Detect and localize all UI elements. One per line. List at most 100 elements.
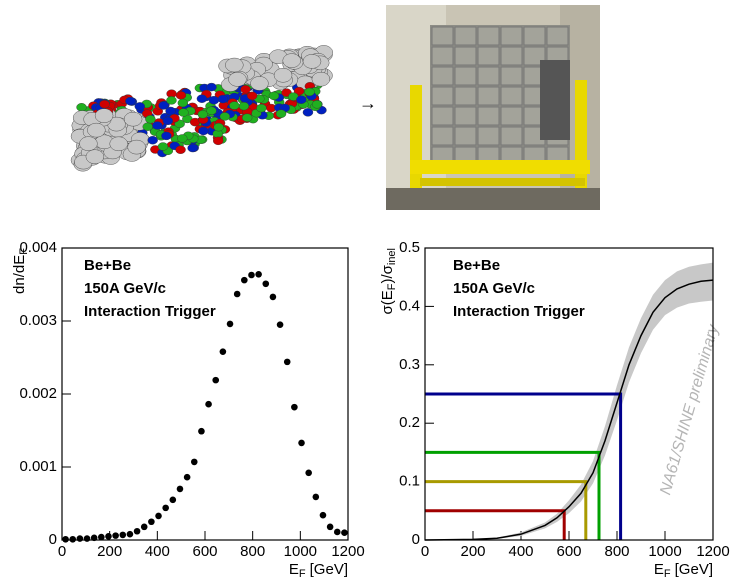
nucleon <box>250 76 269 91</box>
nucleon <box>198 126 209 136</box>
module <box>454 26 477 46</box>
nucleon <box>123 111 143 127</box>
data-point <box>305 469 312 477</box>
data-point <box>205 400 212 408</box>
y-axis-label: dn/dEF <box>11 248 30 294</box>
nucleon <box>213 122 224 132</box>
x-label-part: F <box>664 568 671 580</box>
x-tick-label: 1000 <box>648 543 681 560</box>
y-tick-label: 0.004 <box>19 239 57 256</box>
module <box>431 66 454 86</box>
nucleon <box>240 85 251 94</box>
module <box>500 26 523 46</box>
nucleon <box>162 116 174 126</box>
data-point <box>155 512 162 520</box>
nucleon <box>208 96 220 105</box>
nucleon <box>206 106 217 115</box>
data-point <box>291 403 298 411</box>
module <box>477 46 500 66</box>
data-point <box>62 535 69 543</box>
data-point <box>176 485 184 493</box>
plot-frame <box>61 247 349 541</box>
nucleon <box>161 131 172 141</box>
data-point <box>298 439 305 447</box>
data-point <box>241 276 248 284</box>
nucleon <box>238 101 250 111</box>
y-tick-label: 0.1 <box>399 473 420 490</box>
data-point <box>276 321 284 328</box>
nucleon <box>206 82 217 92</box>
y-tick-label: 0.3 <box>399 356 420 373</box>
y-tick-label: 0.001 <box>19 458 57 475</box>
curve <box>424 279 714 541</box>
module <box>500 66 523 86</box>
data-point <box>98 533 105 541</box>
data-point <box>333 528 341 536</box>
y-tick-label: 0.2 <box>399 414 420 431</box>
data-point <box>140 523 148 531</box>
module <box>454 106 477 126</box>
nucleon <box>304 87 315 97</box>
nucleon <box>109 136 128 152</box>
x-tick-label: 400 <box>145 543 170 560</box>
y-tick-label: 0.002 <box>19 385 57 402</box>
data-point <box>255 270 262 278</box>
x-label-part: [GeV] <box>675 561 713 578</box>
data-point <box>126 530 134 538</box>
nucleon <box>175 145 186 154</box>
nucleon <box>311 100 323 109</box>
data-point <box>198 427 205 435</box>
module <box>546 26 569 46</box>
y-tick-label: 0 <box>49 531 57 548</box>
module <box>500 86 523 106</box>
x-axis-label: EF [GeV] <box>654 561 713 580</box>
y-label-part: F <box>386 283 398 290</box>
y-tick-label: 0.4 <box>399 297 420 314</box>
y-label-part: )/σ <box>379 264 396 283</box>
nucleon <box>79 136 98 151</box>
nucleon <box>147 136 158 145</box>
data-point <box>283 358 291 366</box>
nucleon <box>145 115 156 124</box>
nucleon <box>134 102 145 111</box>
x-tick-label: 1200 <box>331 543 364 560</box>
nucleon <box>246 91 258 101</box>
module <box>523 26 546 46</box>
nucleon <box>175 91 187 100</box>
data-point <box>262 280 270 288</box>
plot: 0 200 400 600 800 1000 120000.10.20.30.40.5EF[… <box>379 239 730 580</box>
nucleon <box>157 142 169 151</box>
x-tick-label: 600 <box>192 543 217 560</box>
module <box>431 126 454 146</box>
data-point <box>119 531 127 539</box>
plot-frame <box>424 247 714 541</box>
module <box>500 46 523 66</box>
nucleon <box>273 68 293 83</box>
y-tick-label: 0.5 <box>399 239 420 256</box>
data-point <box>162 504 169 512</box>
data-point <box>76 535 84 542</box>
x-tick-label: 1000 <box>284 543 317 560</box>
plot: 0 200 400 600 800 1000 1200 0 0.001 0.002 0.003 0.0… <box>11 239 365 580</box>
nucleon <box>268 91 280 101</box>
nucleon <box>197 110 208 119</box>
y-label-part: F <box>18 248 30 255</box>
module <box>500 126 523 146</box>
nucleon <box>165 106 176 116</box>
data-point <box>169 496 177 504</box>
nucleon <box>85 149 105 164</box>
module <box>454 126 477 146</box>
x-tick-label: 800 <box>240 543 265 560</box>
x-tick-label: 1200 <box>696 543 729 560</box>
x-label-part: [GeV] <box>310 561 348 578</box>
y-axis-label: σ(EF)/σinel <box>379 248 398 315</box>
nucleon <box>178 108 189 117</box>
nucleon <box>228 72 247 87</box>
annotation: Interaction Trigger <box>84 303 216 320</box>
x-tick-label: 0 <box>421 543 429 560</box>
data-point <box>190 458 198 466</box>
nucleon <box>152 121 163 130</box>
data-point <box>212 376 220 384</box>
module <box>477 86 500 106</box>
nucleon <box>302 108 314 117</box>
